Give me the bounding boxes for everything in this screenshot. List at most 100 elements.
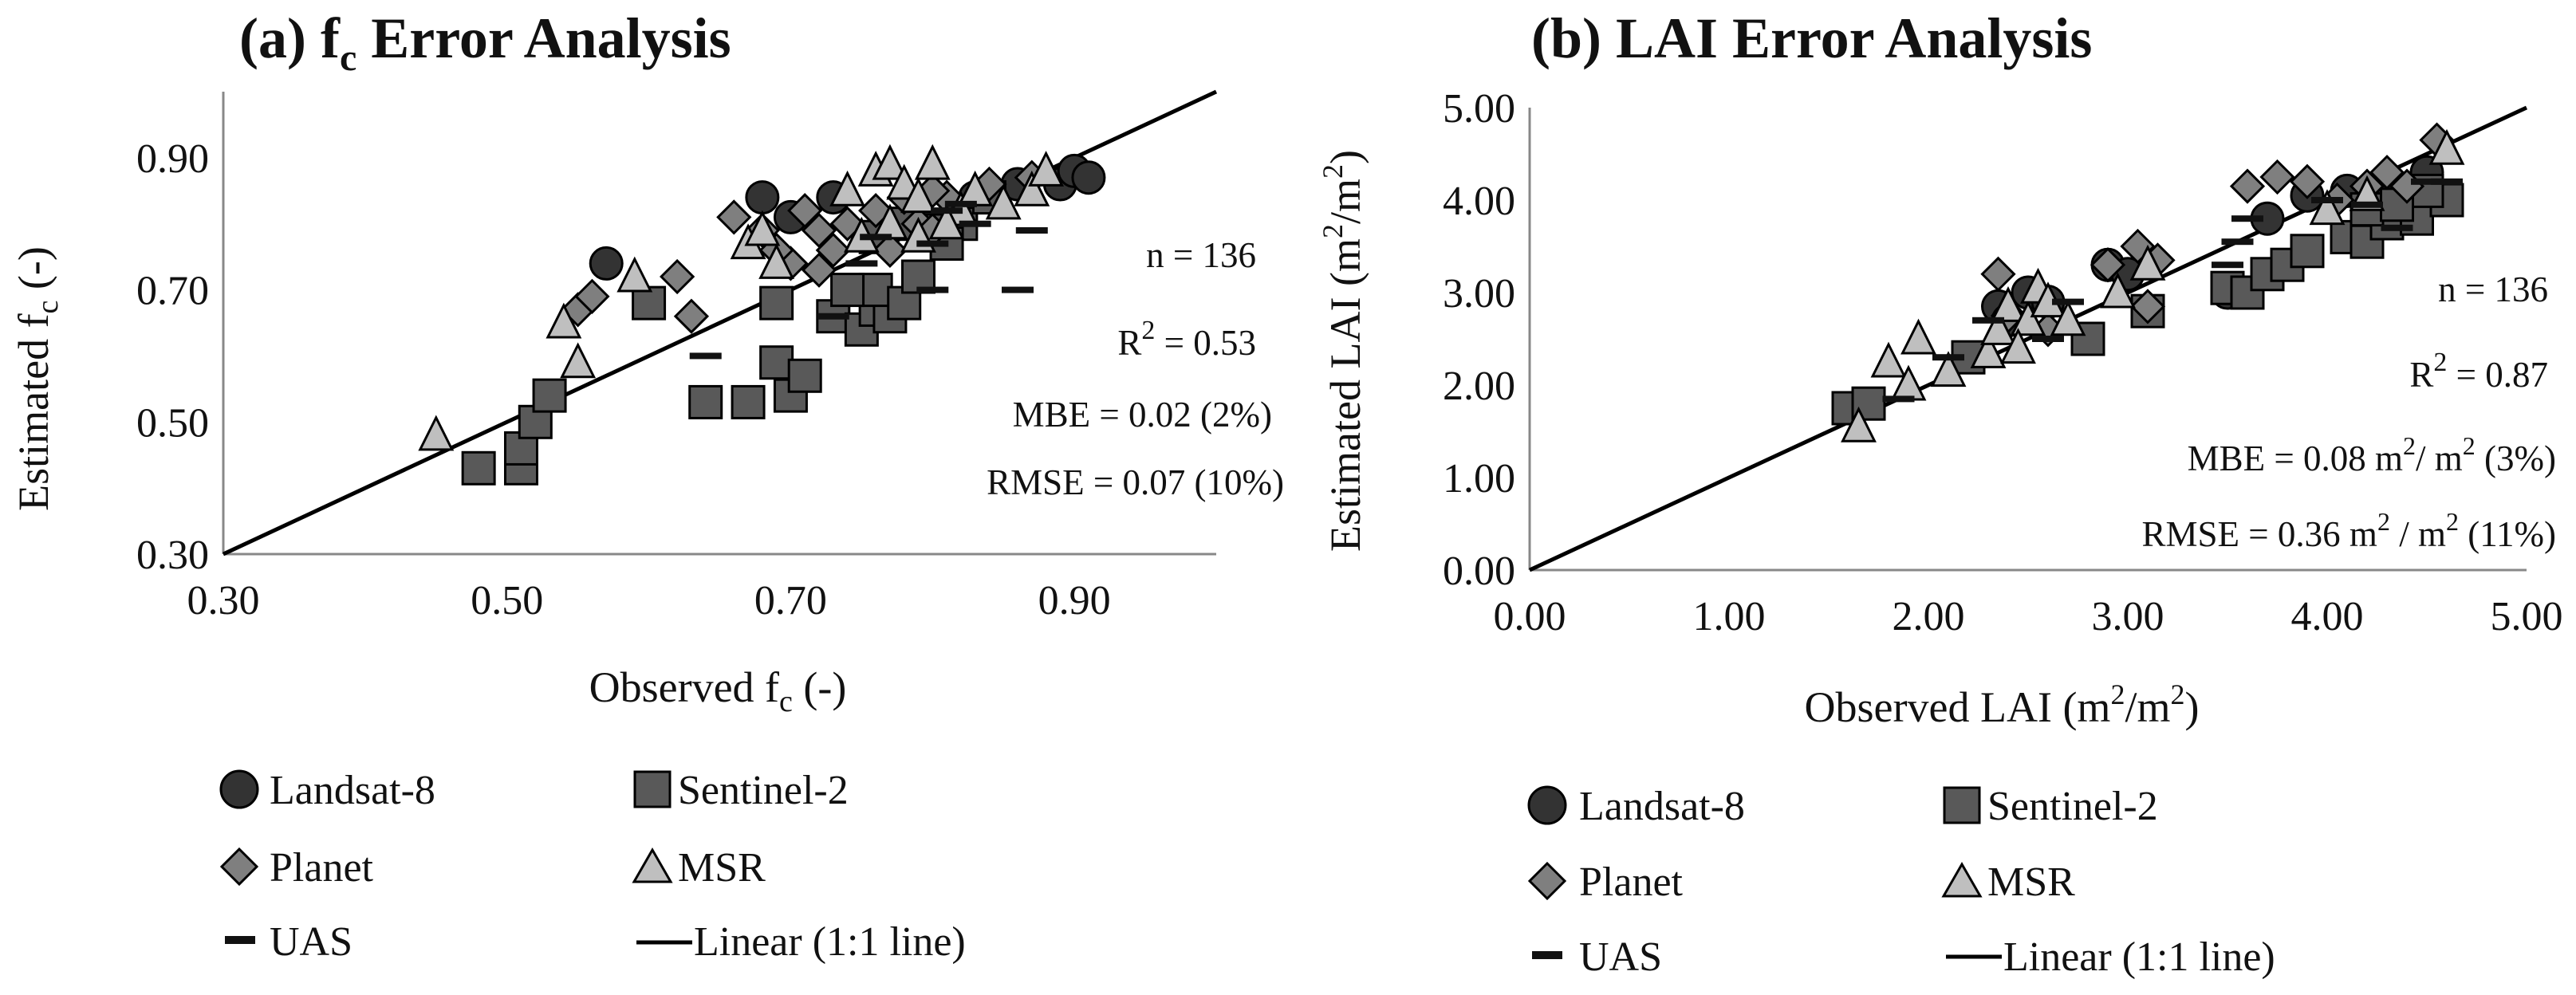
panel-a: (a) fc Error Analysis Estimated fc (-) 0… bbox=[10, 6, 1284, 965]
msr-point bbox=[1028, 151, 1064, 187]
sentinel-2-point bbox=[759, 285, 794, 321]
planet-point bbox=[2229, 168, 2266, 204]
sentinel-2-point bbox=[688, 384, 723, 419]
sentinel-2-point bbox=[2290, 234, 2325, 269]
x-tick-label: 3.00 bbox=[2092, 594, 2164, 639]
legend-sentinel: Sentinel-2 bbox=[1987, 784, 2158, 829]
x-tick-label: 1.00 bbox=[1693, 594, 1766, 639]
msr-point bbox=[2309, 189, 2346, 226]
landsat-8-point bbox=[745, 180, 780, 215]
uas-point bbox=[860, 234, 892, 241]
panel-b: (b) LAI Error Analysis Estimated LAI (m2… bbox=[1317, 6, 2563, 980]
y-tick-label: 0.90 bbox=[136, 136, 209, 182]
legend-circle-icon bbox=[1527, 785, 1567, 825]
uas-point bbox=[944, 200, 977, 207]
legend-linear: Linear (1:1 line) bbox=[2003, 934, 2275, 980]
legend-landsat: Landsat-8 bbox=[270, 768, 435, 813]
uas-point bbox=[845, 260, 878, 267]
y-tick-label: 4.00 bbox=[1443, 179, 1515, 224]
panel-a-legend: Landsat-8 Sentinel-2 Planet MSR UAS Line… bbox=[219, 768, 966, 965]
x-tick-label: 0.00 bbox=[1494, 594, 1566, 639]
sentinel-2-point bbox=[858, 273, 893, 308]
panel-b-y-ticks: 0.00 1.00 2.00 3.00 4.00 5.00 bbox=[1443, 86, 1515, 594]
planet-point bbox=[574, 278, 610, 314]
panel-a-y-label: Estimated fc (-) bbox=[10, 246, 65, 511]
uas-point bbox=[1972, 317, 2004, 324]
landsat-8-point bbox=[589, 246, 624, 281]
y-tick-label: 2.00 bbox=[1443, 364, 1515, 409]
panel-b-x-label: Observed LAI (m2/m2) bbox=[1805, 678, 2200, 731]
msr-point bbox=[744, 210, 781, 246]
uas-point bbox=[2351, 201, 2383, 208]
svg-text:Estimated LAI (m2/m2): Estimated LAI (m2/m2) bbox=[1317, 150, 1369, 552]
msr-point bbox=[985, 183, 1022, 220]
legend-diamond-icon bbox=[219, 847, 259, 887]
planet-point bbox=[2129, 289, 2166, 324]
x-tick-label: 0.90 bbox=[1038, 578, 1111, 623]
uas-point bbox=[1002, 286, 1034, 293]
legend-landsat: Landsat-8 bbox=[1579, 784, 1745, 829]
msr-point bbox=[560, 342, 597, 379]
stat-r2: R2 = 0.87 bbox=[2409, 348, 2548, 395]
planet-point bbox=[2289, 163, 2326, 199]
msr-point bbox=[914, 144, 951, 180]
panel-b-y-label: Estimated LAI (m2/m2) bbox=[1317, 150, 1369, 552]
stat-rmse: RMSE = 0.07 (10%) bbox=[987, 462, 1284, 502]
uas-point bbox=[1015, 227, 1048, 234]
msr-point bbox=[1841, 406, 1877, 442]
x-tick-label: 0.30 bbox=[187, 578, 260, 623]
stat-n: n = 136 bbox=[2438, 269, 2548, 309]
y-tick-label: 3.00 bbox=[1443, 271, 1515, 317]
uas-point bbox=[1882, 395, 1915, 403]
y-tick-label: 0.30 bbox=[136, 533, 209, 578]
uas-point bbox=[916, 240, 949, 247]
legend-linear: Linear (1:1 line) bbox=[694, 919, 966, 965]
uas-point bbox=[2032, 336, 2064, 342]
uas-point bbox=[2212, 262, 2243, 269]
legend-planet: Planet bbox=[1579, 859, 1684, 905]
msr-point bbox=[2000, 328, 2036, 364]
planet-point bbox=[1980, 256, 2016, 292]
msr-point bbox=[2428, 128, 2465, 165]
panel-b-legend: Landsat-8 Sentinel-2 Planet MSR UAS Line… bbox=[1527, 784, 2275, 980]
x-tick-label: 0.70 bbox=[754, 578, 827, 623]
stat-n: n = 136 bbox=[1146, 235, 1256, 275]
uas-point bbox=[959, 220, 991, 227]
y-tick-label: 0.50 bbox=[136, 400, 209, 446]
y-tick-label: 5.00 bbox=[1443, 86, 1515, 132]
y-tick-label: 0.00 bbox=[1443, 549, 1515, 594]
msr-point bbox=[829, 170, 865, 206]
planet-point bbox=[660, 258, 695, 295]
msr-point bbox=[1014, 170, 1050, 206]
planet-point bbox=[872, 232, 908, 268]
sentinel-2-point bbox=[759, 345, 794, 380]
stat-mbe: MBE = 0.08 m2/ m2 (3%) bbox=[2188, 431, 2556, 478]
sentinel-2-point bbox=[461, 450, 496, 486]
legend-dash-icon bbox=[1532, 951, 1562, 959]
msr-point bbox=[2050, 300, 2086, 336]
stat-rmse: RMSE = 0.36 m2 / m2 (11%) bbox=[2142, 507, 2557, 554]
planet-point bbox=[801, 212, 837, 249]
svg-text:Estimated fc (-): Estimated fc (-) bbox=[10, 246, 65, 511]
msr-point bbox=[616, 256, 653, 293]
legend-planet: Planet bbox=[270, 845, 374, 891]
uas-point bbox=[2052, 298, 2084, 305]
planet-point bbox=[815, 232, 851, 268]
msr-point bbox=[872, 144, 908, 180]
msr-point bbox=[2100, 272, 2136, 309]
panel-a-stats: n = 136 R2 = 0.53 MBE = 0.02 (2%) RMSE =… bbox=[987, 235, 1284, 502]
panel-b-title: (b) LAI Error Analysis bbox=[1531, 6, 2092, 70]
panel-a-title: (a) fc Error Analysis bbox=[239, 6, 731, 79]
msr-point bbox=[758, 243, 795, 279]
landsat-8-point bbox=[1071, 160, 1106, 195]
msr-point bbox=[2010, 300, 2046, 336]
uas-point bbox=[2431, 178, 2463, 185]
msr-point bbox=[1930, 351, 1967, 387]
legend-triangle-icon bbox=[632, 847, 673, 883]
legend-sentinel: Sentinel-2 bbox=[678, 768, 849, 813]
uas-point bbox=[1932, 354, 1964, 361]
panel-a-x-ticks: 0.30 0.50 0.70 0.90 bbox=[187, 578, 1111, 623]
x-tick-label: 0.50 bbox=[471, 578, 543, 623]
x-tick-label: 5.00 bbox=[2491, 594, 2563, 639]
legend-square-icon bbox=[633, 770, 672, 808]
